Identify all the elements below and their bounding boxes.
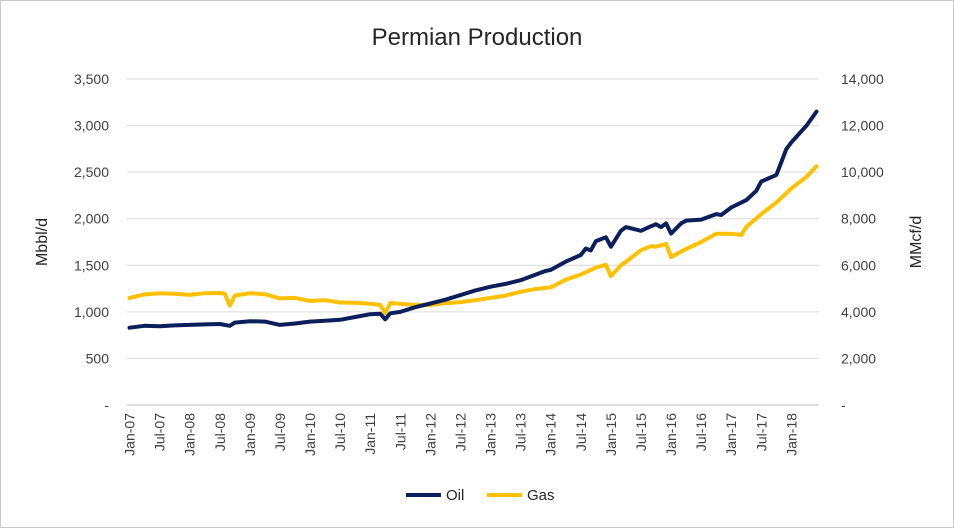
- x-tick-label: Jan-07: [122, 413, 138, 456]
- y-tick-label: 1,000: [74, 304, 109, 320]
- x-tick-label: Jul-16: [693, 413, 709, 451]
- y-tick-label: 1,500: [74, 257, 109, 273]
- series-line-oil: [127, 109, 819, 330]
- y-tick-label: 3,000: [74, 118, 109, 134]
- y2-tick-label: 6,000: [841, 257, 876, 273]
- y-tick-label: 500: [86, 350, 110, 366]
- y-tick-label: -: [104, 397, 109, 413]
- x-tick-label: Jul-13: [513, 413, 529, 451]
- y2-tick-label: 14,000: [841, 71, 884, 87]
- x-tick-label: Jul-08: [212, 413, 228, 451]
- y-axis-title: Mbbl/d: [34, 218, 51, 266]
- legend-gas-label: Gas: [527, 487, 555, 504]
- x-tick-label: Jan-18: [783, 413, 799, 456]
- chart-title: Permian Production: [372, 24, 583, 51]
- x-tick-label: Jul-12: [452, 413, 468, 451]
- x-tick-label: Jan-10: [302, 413, 318, 456]
- x-tick-label: Jan-13: [483, 413, 499, 456]
- x-tick-label: Jan-14: [543, 413, 559, 456]
- x-tick-label: Jan-16: [663, 413, 679, 456]
- x-tick-label: Jul-14: [573, 413, 589, 451]
- x-tick-label: Jan-12: [422, 413, 438, 456]
- x-tick-label: Jul-11: [392, 413, 408, 450]
- y2-tick-label: 10,000: [841, 164, 884, 180]
- legend-oil-label: Oil: [446, 487, 464, 504]
- y-tick-label: 2,000: [74, 211, 109, 227]
- x-tick-label: Jan-15: [603, 413, 619, 456]
- y2-tick-label: 12,000: [841, 118, 884, 134]
- x-tick-label: Jan-09: [242, 413, 258, 456]
- y2-tick-label: -: [841, 397, 846, 413]
- x-tick-label: Jan-11: [362, 413, 378, 455]
- y2-tick-label: 2,000: [841, 350, 876, 366]
- x-tick-label: Jul-10: [332, 413, 348, 451]
- x-tick-label: Jul-09: [272, 413, 288, 451]
- x-tick-label: Jan-17: [723, 413, 739, 456]
- y2-tick-label: 4,000: [841, 304, 876, 320]
- y2-axis-title: MMcf/d: [908, 216, 925, 268]
- y-tick-label: 2,500: [74, 164, 109, 180]
- y-tick-label: 3,500: [74, 71, 109, 87]
- x-tick-label: Jan-08: [182, 413, 198, 456]
- x-tick-label: Jul-15: [633, 413, 649, 451]
- legend: Oil Gas: [406, 487, 555, 504]
- x-tick-label: Jul-07: [152, 413, 168, 451]
- y2-tick-label: 8,000: [841, 211, 876, 227]
- series-line-gas: [127, 164, 819, 315]
- x-tick-label: Jul-17: [753, 413, 769, 451]
